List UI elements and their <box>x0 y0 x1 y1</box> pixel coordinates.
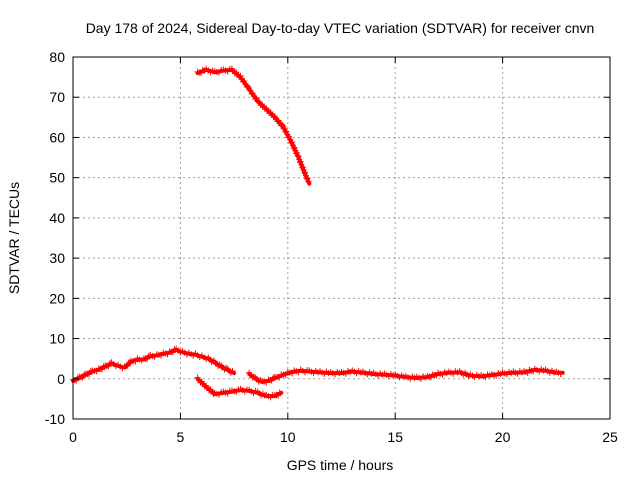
y-tick-label: 80 <box>49 49 65 65</box>
series-arc-low-middle <box>194 374 284 401</box>
data-point <box>132 358 139 365</box>
plot-frame <box>72 56 611 420</box>
data-point <box>197 379 204 386</box>
data-point <box>275 117 282 124</box>
series-arc-low-main <box>70 345 237 384</box>
y-tick-label: 70 <box>49 89 65 105</box>
data-point <box>263 105 270 112</box>
data-point <box>144 356 151 363</box>
y-tick-label: 20 <box>49 290 65 306</box>
data-point <box>293 149 300 156</box>
series-arc-high <box>194 65 312 186</box>
data-point <box>299 164 306 171</box>
x-tick-label: 15 <box>387 429 403 445</box>
data-point <box>257 102 264 109</box>
data-point <box>275 392 282 399</box>
data-point <box>261 106 268 113</box>
data-point <box>268 377 275 384</box>
data-point <box>86 371 93 378</box>
data-point <box>256 99 263 106</box>
data-point <box>206 387 213 394</box>
data-point <box>93 368 100 375</box>
y-tick-label: 60 <box>49 129 65 145</box>
data-point <box>557 370 564 377</box>
x-tick-label: 10 <box>280 429 296 445</box>
data-point <box>105 363 112 370</box>
y-tick-label: 10 <box>49 331 65 347</box>
y-axis-label: SDTVAR / TECUs <box>6 182 22 294</box>
x-tick-label: 25 <box>602 429 618 445</box>
data-point <box>305 178 312 185</box>
data-point <box>301 169 308 176</box>
data-point <box>200 381 207 388</box>
data-point <box>291 144 298 151</box>
data-point <box>259 101 266 108</box>
grid-lines <box>73 57 610 419</box>
data-point <box>196 377 203 384</box>
data-point <box>254 97 261 104</box>
x-tick-label: 20 <box>495 429 511 445</box>
data-point <box>229 368 236 375</box>
data-point <box>260 103 267 110</box>
x-tick-label: 5 <box>177 429 185 445</box>
y-tick-label: 50 <box>49 170 65 186</box>
data-point <box>289 139 296 146</box>
data-point <box>269 111 276 118</box>
data-point <box>264 107 271 114</box>
data-point <box>297 158 304 165</box>
data-point <box>237 72 244 79</box>
data-point <box>198 70 205 77</box>
data-point <box>124 362 131 369</box>
data-point <box>282 372 289 379</box>
data-point <box>280 123 287 130</box>
data-point <box>231 70 238 77</box>
data-point <box>279 121 286 128</box>
data-point <box>276 374 283 381</box>
data-point <box>241 78 248 85</box>
data-point <box>98 366 105 373</box>
series-arc-low-long <box>246 365 565 386</box>
data-point <box>79 374 86 381</box>
data-series <box>70 65 565 401</box>
y-tick-label: 0 <box>57 371 65 387</box>
data-point <box>246 84 253 91</box>
y-tick-label: -10 <box>45 411 65 427</box>
data-point <box>295 153 302 160</box>
data-point <box>198 378 205 385</box>
y-tick-label: 30 <box>49 250 65 266</box>
data-point <box>169 349 176 356</box>
x-tick-label: 0 <box>69 429 77 445</box>
data-point <box>283 128 290 135</box>
chart-title: Day 178 of 2024, Sidereal Day-to-day VTE… <box>86 20 595 36</box>
data-point <box>266 110 273 117</box>
data-point <box>201 383 208 390</box>
y-tick-label: 40 <box>49 210 65 226</box>
data-point <box>249 90 256 97</box>
data-point <box>286 133 293 140</box>
data-point <box>294 152 301 159</box>
data-point <box>271 113 278 120</box>
data-point <box>194 374 201 381</box>
data-point <box>304 175 311 182</box>
data-point <box>267 109 274 116</box>
data-point <box>276 389 283 396</box>
x-axis-label: GPS time / hours <box>287 457 394 473</box>
